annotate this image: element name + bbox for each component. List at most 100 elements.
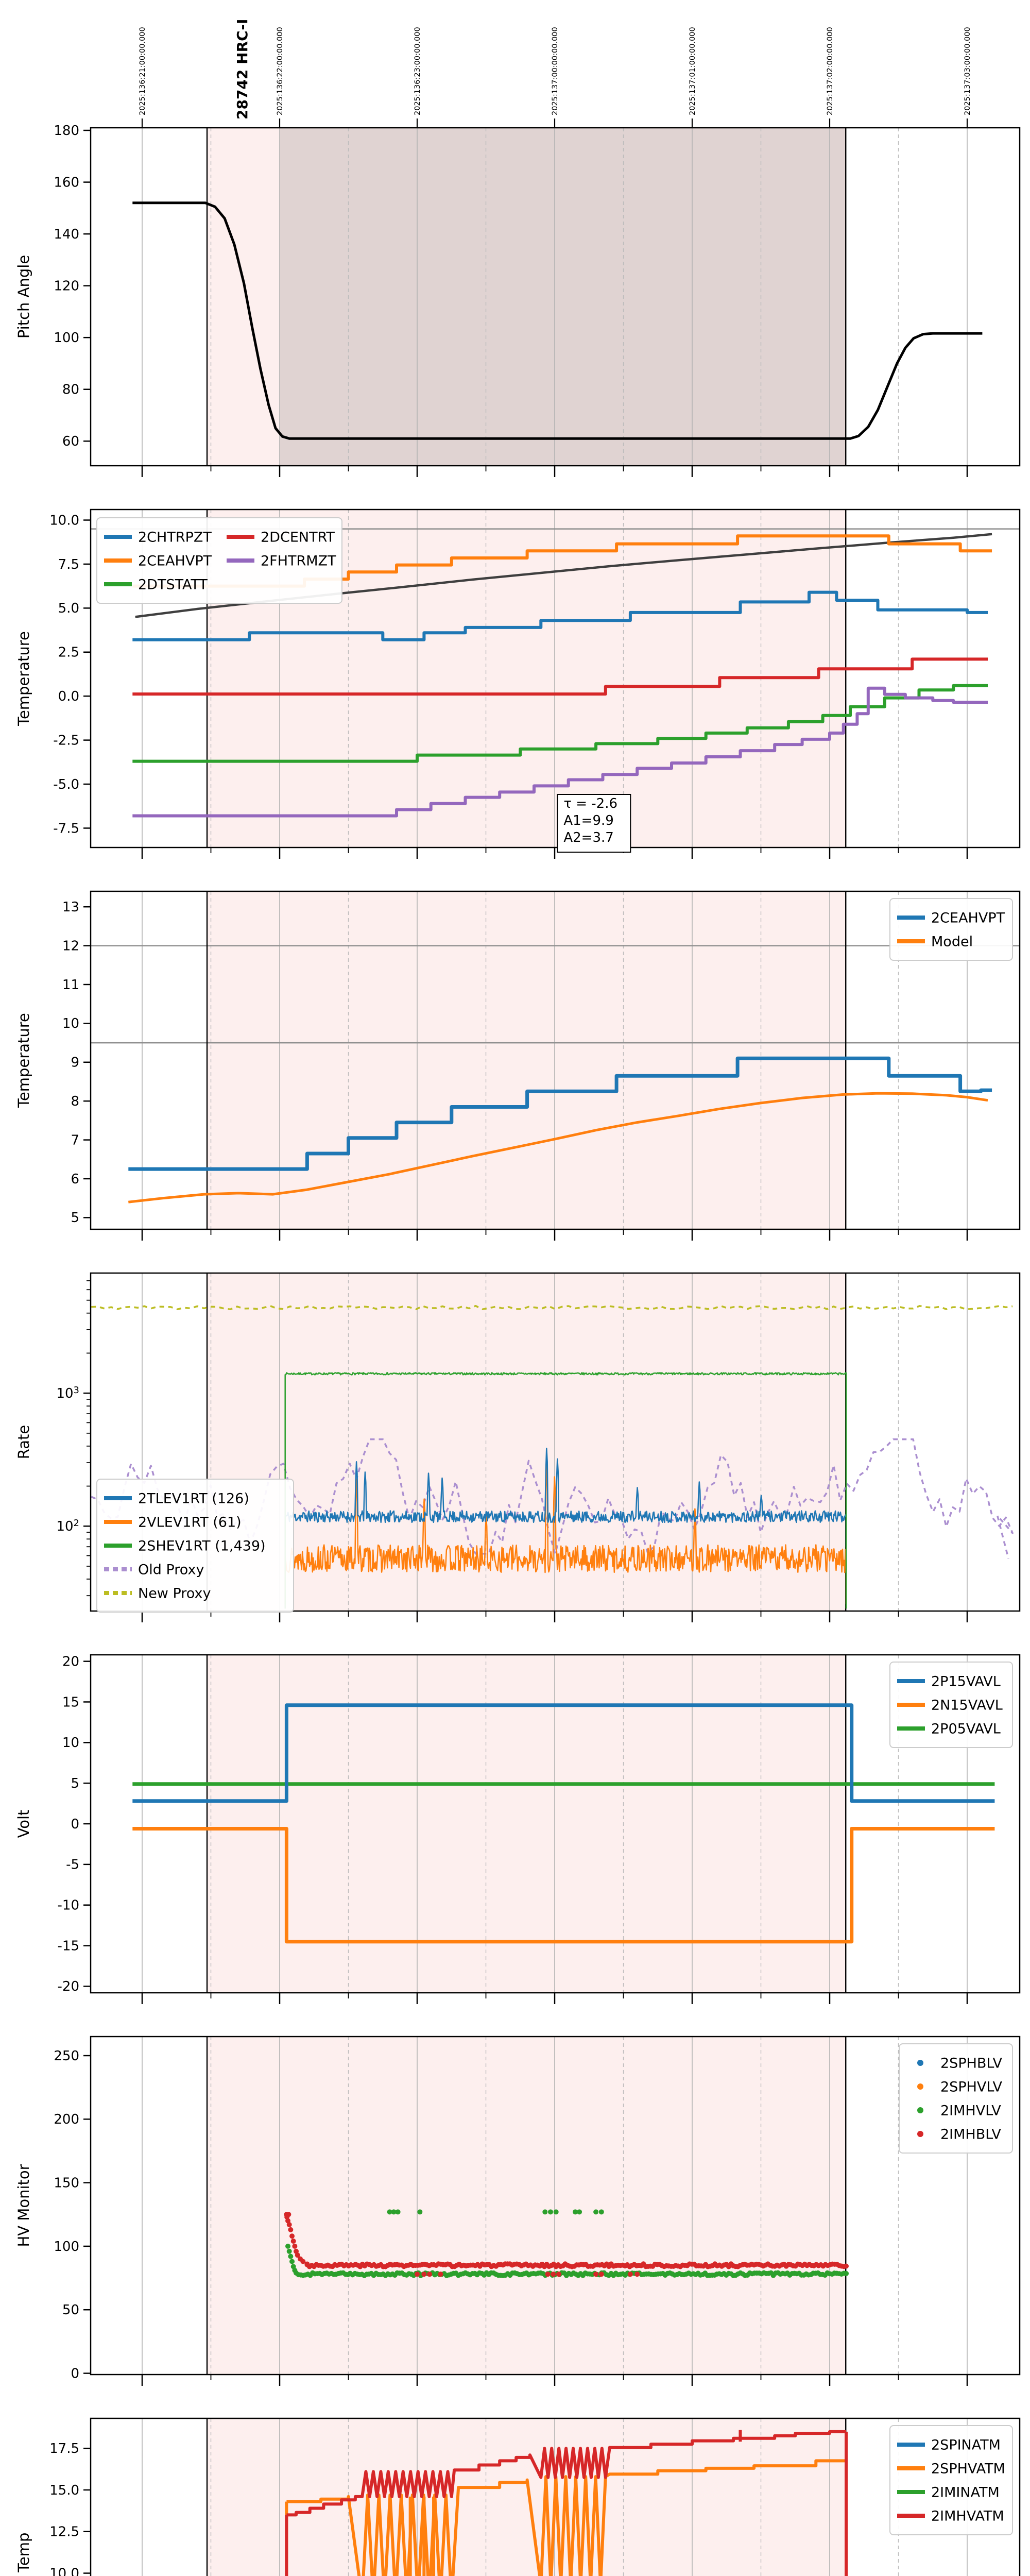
y-axis-label: Volt (15, 1810, 32, 1838)
legend-label: 2SPHVATM (931, 2461, 1005, 2477)
panel-rate: 103 102 Rate 2TLEV1RT (126) 2VLEV1RT (61) 2SH… (15, 1272, 1021, 1622)
top-time-annotations: 2025:136:21:00:00.000 28742 HRC-I 2025:136… (139, 19, 972, 128)
y-axis-label: Pitch Angle (15, 255, 32, 338)
radzone-shade (207, 2418, 846, 2576)
series-2IMHBLV (284, 2212, 849, 2277)
radzone-shade (207, 2037, 846, 2375)
legend-label: 2CEAHVPT (931, 910, 1005, 926)
legend-label: 2CHTRPZT (138, 529, 212, 545)
series-2SHEV1RT (284, 1372, 847, 1609)
y-tick-label: 5 (71, 1776, 79, 1791)
y-tick-label: 12 (62, 938, 79, 954)
time-annotation-label: 2025:137:03:00:00.000 (964, 27, 972, 115)
y-tick-label: 120 (54, 278, 79, 294)
y-tick-label: 100 (54, 2239, 79, 2255)
legend-label: 2IMHVATM (931, 2508, 1004, 2524)
legend-label: 2VLEV1RT (61) (138, 1514, 242, 1530)
observation-label: 28742 HRC-I (234, 19, 251, 120)
y-tick-label: 7 (71, 1132, 79, 1148)
y-tick-label: 11 (62, 977, 79, 993)
series-pitch (132, 201, 983, 440)
panel-pitch-angle: 60 80 100 120 140 160 180 Pitch Angle (15, 123, 1021, 477)
y-tick-label: 9 (71, 1055, 79, 1071)
series-2FHTRMZT (132, 686, 988, 818)
y-tick-label: -20 (58, 1979, 79, 1994)
y-tick-label: 0.0 (58, 689, 79, 704)
legend-label: 2IMHVLV (940, 2103, 1001, 2119)
y-tick-label: 15 (62, 1694, 79, 1710)
y-tick-label: 180 (54, 123, 79, 139)
series-2DCENTRT (132, 657, 988, 696)
y-tick-label: 10.0 (49, 2566, 79, 2576)
y-tick-label: 2.5 (58, 645, 79, 660)
y-tick-label: 13 (62, 900, 79, 915)
y-tick-label: 103 (56, 1385, 79, 1401)
legend: 2CEAHVPT Model (889, 898, 1013, 961)
legend-label: 2FHTRMZT (261, 553, 336, 569)
fit-annotation-line: A1=9.9 (563, 813, 613, 828)
y-tick-label: -5 (66, 1857, 79, 1873)
legend-label: 2IMINATM (931, 2484, 1000, 2500)
y-tick-label: 102 (56, 1518, 79, 1534)
series-2CEAHVPT (132, 534, 992, 588)
series-2CEAHVPT (128, 1056, 992, 1171)
y-tick-label: -15 (58, 1938, 79, 1954)
time-annotation-label: 2025:136:23:00:00.000 (414, 27, 422, 115)
y-axis-label: Temperature (15, 631, 32, 726)
y-tick-label: 8 (71, 1094, 79, 1109)
legend-label: 2SPHBLV (940, 2055, 1003, 2071)
y-tick-label: 12.5 (49, 2524, 79, 2540)
y-tick-label: 100 (54, 330, 79, 346)
y-axis-label: HV Monitor (15, 2164, 32, 2247)
y-tick-label: 10 (62, 1735, 79, 1751)
observation-shade (280, 128, 846, 466)
legend-label: 2N15VAVL (931, 1697, 1003, 1713)
y-tick-label: 80 (62, 382, 79, 398)
y-tick-label: -2.5 (53, 733, 79, 748)
time-annotation-label: 2025:136:22:00:00.000 (276, 27, 284, 115)
time-annotation-label: 2025:137:02:00:00.000 (826, 27, 834, 115)
series-2CHTRPZT (132, 590, 988, 641)
fit-annotation-box: τ = -2.6 A1=9.9 A2=3.7 (557, 794, 631, 853)
legend-label: 2IMHBLV (940, 2126, 1001, 2142)
legend-label: Old Proxy (138, 1562, 204, 1578)
y-tick-label: 5 (71, 1210, 79, 1226)
series-2TLEV1RT (284, 1447, 847, 1547)
y-tick-label: 17.5 (49, 2441, 79, 2456)
time-annotation-label: 2025:136:21:00:00.000 (139, 27, 147, 115)
time-annotation-label: 2025:137:00:00:00.000 (551, 27, 559, 115)
panel-frame (90, 2417, 1021, 2576)
y-tick-label: 50 (62, 2302, 79, 2318)
legend-label: Model (931, 934, 973, 950)
y-tick-label: 7.5 (58, 557, 79, 572)
legend-label: 2SHEV1RT (1,439) (138, 1538, 266, 1554)
legend-label: 2SPHVLV (940, 2079, 1002, 2095)
legend-label: 2CEAHVPT (138, 553, 212, 569)
y-tick-label: 10.0 (49, 513, 79, 528)
radzone-shade (207, 1655, 846, 1993)
series-Model (128, 1092, 988, 1204)
series-2VLEV1RT (284, 1465, 847, 1604)
y-tick-label: 200 (54, 2112, 79, 2127)
legend: 2P15VAVL 2N15VAVL 2P05VAVL (889, 1662, 1013, 1748)
y-tick-label: 160 (54, 175, 79, 190)
y-tick-label: -7.5 (53, 821, 79, 836)
series-2IMHVATM (285, 2430, 848, 2576)
panel-detector-temp: 0.02.55.07.510.012.515.017.5Detector Tem… (15, 2417, 1021, 2576)
legend: 2TLEV1RT (126) 2VLEV1RT (61) 2SHEV1RT (1,4… (96, 1479, 294, 1613)
y-tick-label: 20 (62, 1654, 79, 1669)
y-tick-label: 10 (62, 1016, 79, 1031)
y-tick-label: 15.0 (49, 2483, 79, 2498)
y-tick-label: 60 (62, 434, 79, 449)
y-tick-label: 0 (71, 2366, 79, 2381)
series-2P15VAVL (132, 1703, 995, 1803)
series-New Proxy (91, 1304, 1013, 1311)
y-tick-label: 250 (54, 2048, 79, 2064)
panel-volt: 20151050-5-10-15-20Volt2P15VAVL2N15VAVL2… (15, 1654, 1021, 2004)
y-axis-label: Temperature (15, 1013, 32, 1108)
legend-label: 2SPINATM (931, 2437, 1001, 2453)
y-tick-label: 6 (71, 1172, 79, 1187)
